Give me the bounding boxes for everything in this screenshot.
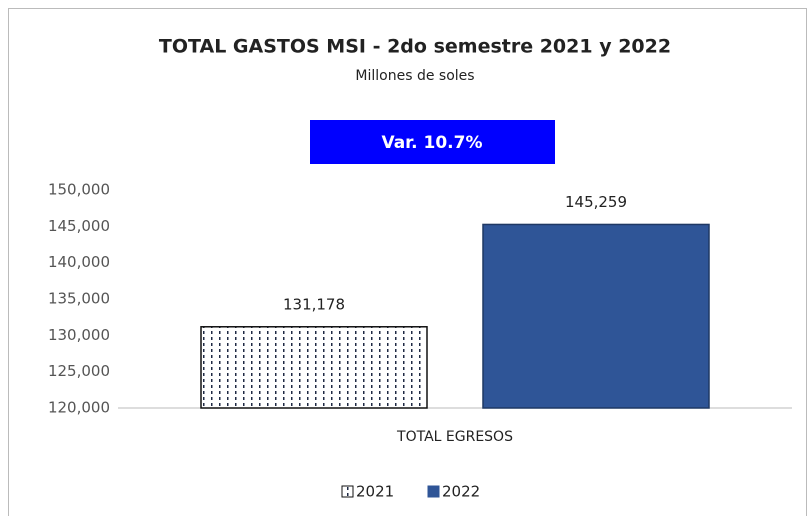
y-tick-label: 125,000	[48, 362, 110, 380]
legend-label: 2021	[356, 483, 394, 501]
chart-title: TOTAL GASTOS MSI - 2do semestre 2021 y 2…	[159, 36, 671, 58]
bar	[200, 326, 428, 409]
y-tick-label: 145,000	[48, 217, 110, 235]
value-label: 131,178	[283, 295, 345, 313]
y-tick-label: 135,000	[48, 290, 110, 308]
y-tick-label: 150,000	[48, 181, 110, 199]
x-tick-label: TOTAL EGRESOS	[396, 429, 513, 445]
bar	[482, 223, 710, 409]
chart-subtitle: Millones de soles	[355, 68, 474, 84]
y-tick-label: 140,000	[48, 253, 110, 271]
y-tick-label: 130,000	[48, 326, 110, 344]
legend-swatch	[341, 485, 354, 498]
legend-label: 2022	[442, 483, 480, 501]
legend-swatch	[427, 485, 440, 498]
annotation-box	[310, 120, 555, 164]
annotation: Var. 10.7%	[381, 133, 482, 153]
y-tick-label: 120,000	[48, 399, 110, 417]
value-label: 145,259	[565, 193, 627, 211]
